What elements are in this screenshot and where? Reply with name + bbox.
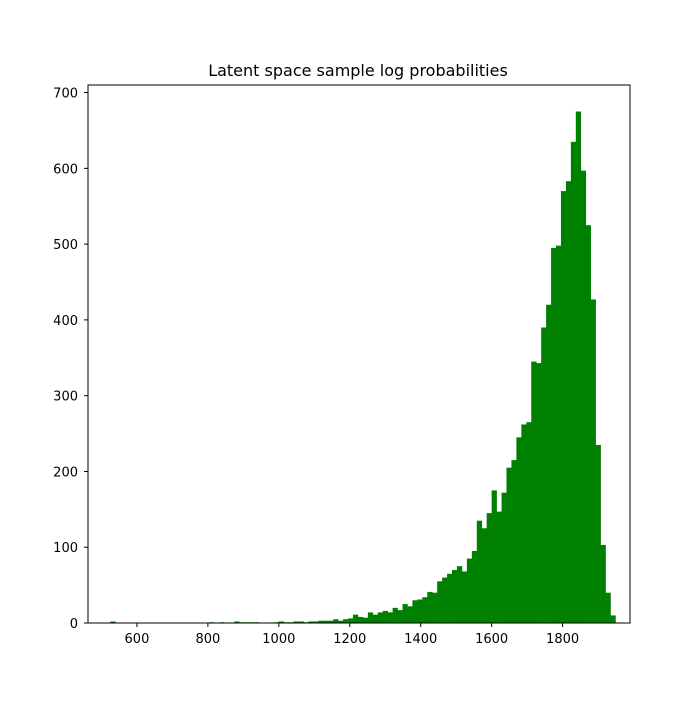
histogram-bar [338,620,344,623]
histogram-bar [536,363,542,623]
plot-frame [87,84,631,624]
histogram-bar [476,520,483,623]
histogram-bar [333,619,339,623]
y-tick-label: 400 [53,314,78,329]
histogram-bar [526,422,532,623]
histogram-bar [442,577,448,623]
histogram-bar [447,573,453,623]
x-tick-label: 800 [195,632,220,647]
histogram-bar [556,245,562,623]
histogram-bar [422,597,428,623]
histogram-bar [357,616,364,623]
x-tick-label: 1400 [404,632,437,647]
y-tick-label: 700 [53,87,78,102]
y-tick-label: 600 [53,162,78,177]
histogram-bar [516,437,522,623]
histogram-bar [452,569,458,623]
histogram-bar [551,247,557,624]
histogram-bar [546,304,552,623]
histogram-bar [308,621,314,623]
histogram-bar [343,619,349,623]
histogram-bar [575,111,582,624]
histogram-bar [323,620,329,623]
histogram-bar [466,558,473,623]
histogram-bar [372,614,379,623]
histogram-bar [595,444,601,623]
histogram-bar [367,612,374,623]
histogram-bar [392,607,398,623]
histogram-bar [565,181,572,624]
histogram-bar [496,511,502,623]
histogram-bar [511,460,517,623]
histogram-bar [397,610,403,623]
histogram-bar [600,544,606,623]
histogram-bar [461,571,468,623]
histogram-bar [377,612,383,623]
histogram-bar [313,621,319,623]
histogram-bar [501,492,507,623]
histogram-bar [560,191,567,623]
histogram-bar [585,225,591,623]
histogram-bar [234,621,240,623]
histogram-bar [570,141,577,623]
histogram-bar [298,621,304,623]
histogram-bar [471,551,478,623]
histogram-bar [590,299,596,623]
y-tick-label: 200 [53,465,78,480]
histogram-bar [491,490,497,623]
chart-title: Latent space sample log probabilities [208,61,508,80]
x-tick-label: 1600 [475,632,508,647]
histogram-bar [293,621,299,623]
histogram-bar [110,621,116,623]
histogram-bar [382,610,388,623]
histogram-bar [541,327,547,623]
x-tick-label: 1200 [333,632,366,647]
histogram-bar [407,606,413,623]
histogram-bar [412,600,418,623]
histogram-bar [352,614,359,623]
histogram-bar [402,604,408,623]
histogram-bars [110,111,616,624]
y-tick-label: 500 [53,238,78,253]
histogram-bar [481,528,487,623]
histogram-bar [605,592,611,623]
histogram-bar [580,170,587,623]
histogram-bar [427,591,433,623]
histogram-bar [521,424,527,623]
histogram-bar [437,581,443,623]
histogram-bar [432,592,438,623]
y-tick-label: 0 [70,617,78,632]
x-tick-label: 1000 [262,632,295,647]
histogram-bar [531,361,537,623]
histogram-bar [278,621,284,623]
histogram-bar [610,615,616,623]
histogram-bar [456,566,463,623]
histogram-bar [387,612,393,623]
histogram-bar [348,618,354,623]
axes: 600 800 1000 1200 1400 1600 1800 0 100 200 300 400 5… [53,84,631,647]
y-tick-label: 100 [53,541,78,556]
x-tick-label: 1800 [546,632,579,647]
x-tick-label: 600 [125,632,150,647]
histogram-bar [486,513,492,623]
histogram-bar [328,620,334,623]
histogram-bar [506,467,512,623]
histogram-bar [417,599,423,623]
histogram-bar [318,620,324,623]
histogram-bar [362,617,369,623]
y-tick-label: 300 [53,390,78,405]
